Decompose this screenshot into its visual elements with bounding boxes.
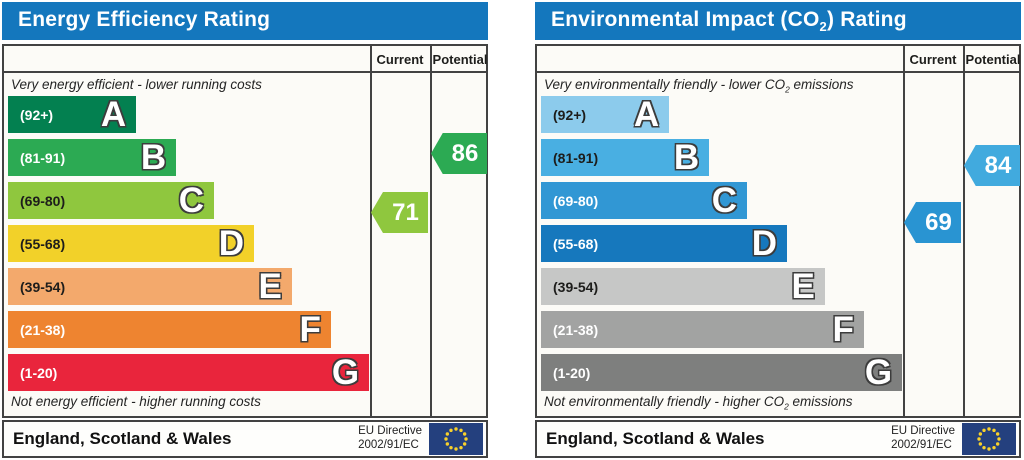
current-column-header: Current: [376, 52, 424, 67]
bottom-note: Not environmentally friendly - higher CO…: [544, 394, 853, 412]
band-c-range: (69-80): [553, 192, 599, 209]
energy-chart-footer: England, Scotland & Wales EU Directive 20…: [2, 420, 488, 458]
current-rating-value: 71: [392, 198, 419, 226]
co2-chart-frame: Current Potential Very environmentally f…: [535, 44, 1021, 418]
band-g-range: (1-20): [553, 364, 591, 381]
eu-directive-label: EU Directive 2002/91/EC: [891, 425, 955, 451]
band-b: (81-91) B: [8, 138, 177, 177]
band-f-letter: F: [832, 310, 854, 349]
potential-column-divider: [963, 46, 965, 416]
band-d: (55-68) D: [8, 224, 255, 263]
eu-directive-label: EU Directive 2002/91/EC: [358, 425, 422, 451]
band-a-letter: A: [633, 95, 660, 134]
potential-rating-arrow: 86: [431, 133, 487, 174]
band-e-letter: E: [791, 267, 815, 306]
region-label: England, Scotland & Wales: [13, 429, 232, 448]
band-e-range: (39-54): [553, 278, 599, 295]
band-d-range: (55-68): [553, 235, 599, 252]
band-e: (39-54) E: [8, 268, 292, 305]
band-c-letter: C: [711, 181, 738, 220]
current-column-divider: [903, 46, 905, 416]
band-b-range: (81-91): [553, 149, 599, 166]
column-header-row: [4, 46, 486, 73]
co2-title-bar: Environmental Impact (CO2) Rating: [535, 2, 1021, 40]
current-rating-arrow: 71: [371, 192, 428, 233]
band-f-range: (21-38): [20, 321, 66, 338]
band-c: (69-80) C: [541, 181, 748, 220]
band-a-letter: A: [100, 95, 127, 134]
energy-efficiency-chart: Energy Efficiency Rating Current Potenti…: [0, 0, 490, 460]
current-column-divider: [370, 46, 372, 416]
column-header-row: [537, 46, 1019, 73]
band-a: (92+) A: [541, 95, 670, 134]
band-g-letter: G: [331, 353, 360, 392]
band-g-range: (1-20): [20, 364, 58, 381]
band-b-letter: B: [140, 138, 167, 177]
current-rating-arrow: 69: [904, 202, 961, 243]
band-f: (21-38) F: [541, 311, 864, 348]
band-c-letter: C: [178, 181, 205, 220]
energy-title-bar: Energy Efficiency Rating: [2, 2, 488, 40]
eu-flag-icon: [429, 423, 483, 455]
current-rating-value: 69: [925, 208, 952, 236]
band-d-letter: D: [218, 224, 245, 263]
environmental-impact-chart: Environmental Impact (CO2) Rating Curren…: [533, 0, 1023, 460]
band-f-range: (21-38): [553, 321, 599, 338]
band-f-letter: F: [299, 310, 321, 349]
band-d-letter: D: [751, 224, 778, 263]
potential-rating-value: 84: [984, 151, 1012, 179]
top-note: Very environmentally friendly - lower CO…: [544, 77, 854, 95]
band-e-range: (39-54): [20, 278, 66, 295]
band-a: (92+) A: [8, 95, 137, 134]
potential-column-header: Potential: [432, 52, 488, 67]
band-e-letter: E: [258, 267, 282, 306]
potential-column-header: Potential: [965, 52, 1021, 67]
potential-rating-value: 86: [451, 139, 479, 167]
region-label: England, Scotland & Wales: [546, 429, 765, 448]
band-b-letter: B: [673, 138, 700, 177]
band-b-range: (81-91): [20, 149, 66, 166]
band-c: (69-80) C: [8, 181, 215, 220]
band-g: (1-20) G: [541, 353, 903, 392]
band-f: (21-38) F: [8, 311, 331, 348]
current-column-header: Current: [909, 52, 957, 67]
potential-rating-arrow: 84: [964, 145, 1020, 186]
eu-flag-icon: [962, 423, 1016, 455]
energy-chart-title: Energy Efficiency Rating: [18, 7, 271, 31]
band-e: (39-54) E: [541, 268, 825, 305]
band-d-range: (55-68): [20, 235, 66, 252]
top-note: Very energy efficient - lower running co…: [11, 77, 262, 92]
band-b: (81-91) B: [541, 138, 710, 177]
energy-band-scale: (92+) A (81-91) B (69-80) C (55-68) D (3…: [8, 96, 372, 397]
bottom-note: Not energy efficient - higher running co…: [11, 394, 261, 410]
band-a-range: (92+): [20, 106, 54, 123]
co2-band-scale: (92+) A (81-91) B (69-80) C (55-68) D (3…: [541, 96, 905, 397]
co2-chart-title: Environmental Impact (CO2) Rating: [551, 7, 907, 35]
band-c-range: (69-80): [20, 192, 66, 209]
band-g: (1-20) G: [8, 353, 370, 392]
band-d: (55-68) D: [541, 224, 788, 263]
co2-chart-footer: England, Scotland & Wales EU Directive 20…: [535, 420, 1021, 458]
band-g-letter: G: [864, 353, 893, 392]
potential-column-divider: [430, 46, 432, 416]
band-a-range: (92+): [553, 106, 587, 123]
